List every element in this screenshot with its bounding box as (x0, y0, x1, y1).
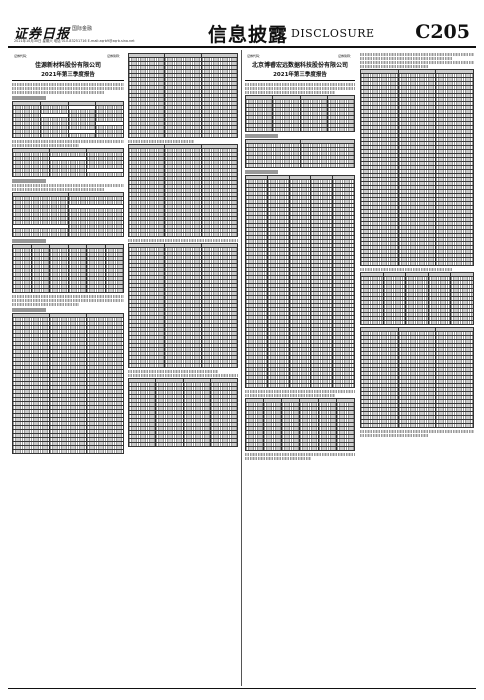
report-header: 证券代码： 证券简称： 佳源新材料股份有限公司 2021年第三季度报告 (12, 54, 124, 81)
column-a: 证券代码： 证券简称： 佳源新材料股份有限公司 2021年第三季度报告 (12, 52, 124, 684)
text-line (128, 370, 219, 373)
company-name: 北京博睿宏远数据科技股份有限公司 (251, 62, 348, 69)
shareholder-table (245, 175, 355, 388)
text-line (128, 140, 194, 143)
report-header: 证券代码： 证券简称： 北京博睿宏远数据科技股份有限公司 2021年第三季度报告 (245, 54, 355, 81)
stock-abbr-label: 证券简称： (106, 54, 122, 58)
bottom-rule (8, 688, 476, 689)
text-line (12, 188, 104, 191)
text-line (128, 374, 238, 377)
header-rule (12, 80, 124, 81)
income-statement-table (128, 144, 238, 237)
data-table (12, 148, 124, 177)
section-heading (12, 96, 46, 100)
date-line: 2021年10月30日 星期六 电话 010-83251716 E-mail:z… (14, 39, 135, 43)
page-number: C205 (415, 21, 470, 43)
text-line (12, 295, 124, 298)
header-rule (245, 80, 355, 81)
text-line (245, 394, 336, 397)
data-table (128, 378, 238, 447)
text-line (360, 61, 474, 64)
text-line (12, 83, 124, 86)
balance-sheet-table (128, 53, 238, 138)
section-heading (12, 308, 46, 312)
text-line (128, 239, 238, 242)
section-heading (245, 170, 278, 174)
section-title-en: DISCLOSURE (291, 27, 375, 40)
text-line (12, 144, 80, 147)
text-line (12, 140, 124, 143)
text-line (12, 299, 124, 302)
report-title: 2021年第三季度报告 (273, 72, 327, 78)
text-line (12, 91, 104, 94)
text-line (245, 457, 311, 460)
cash-flow-table (128, 243, 238, 368)
section-heading (12, 239, 46, 243)
balance-sheet-table (360, 69, 474, 266)
income-statement-table (360, 272, 474, 325)
top-rule (8, 46, 476, 48)
section-heading (245, 134, 278, 138)
stock-code-line: 证券代码： 证券简称： (12, 54, 124, 58)
column-b (128, 52, 238, 684)
balance-sheet-table (12, 313, 124, 454)
text-line (360, 268, 454, 271)
data-table (245, 139, 355, 168)
text-line (360, 65, 429, 68)
data-table (245, 398, 355, 451)
text-line (245, 91, 336, 94)
text-line (245, 83, 355, 86)
logo-tag: 国际金融 (72, 26, 93, 32)
section-heading (12, 179, 46, 183)
report-title: 2021年第三季度报告 (41, 72, 95, 78)
text-line (12, 303, 80, 306)
company-name: 佳源新材料股份有限公司 (34, 62, 101, 69)
shareholder-table (12, 244, 124, 293)
stock-code-line: 证券代码： 证券简称： (245, 54, 355, 58)
text-line (360, 434, 429, 437)
text-line (360, 430, 474, 433)
section-title-cn: 信息披露 (208, 24, 289, 46)
center-divider (241, 50, 242, 686)
text-line (360, 53, 474, 56)
cash-flow-table (360, 327, 474, 428)
text-line (245, 390, 355, 393)
text-line (12, 184, 124, 187)
data-table (12, 101, 124, 138)
text-line (245, 87, 355, 90)
column-c: 证券代码： 证券简称： 北京博睿宏远数据科技股份有限公司 2021年第三季度报告 (245, 52, 355, 684)
stock-code-label: 证券代码： (14, 54, 30, 58)
stock-code-label: 证券代码： (247, 54, 263, 58)
masthead: 证券日报 国际金融 2021年10月30日 星期六 电话 010-8325171… (8, 20, 476, 46)
text-line (245, 453, 355, 456)
data-table (12, 192, 124, 237)
column-d (360, 52, 474, 684)
data-table (245, 95, 355, 132)
text-line (360, 57, 454, 60)
stock-abbr-label: 证券简称： (337, 54, 353, 58)
text-line (12, 87, 124, 90)
newspaper-logo: 证券日报 (14, 27, 71, 42)
